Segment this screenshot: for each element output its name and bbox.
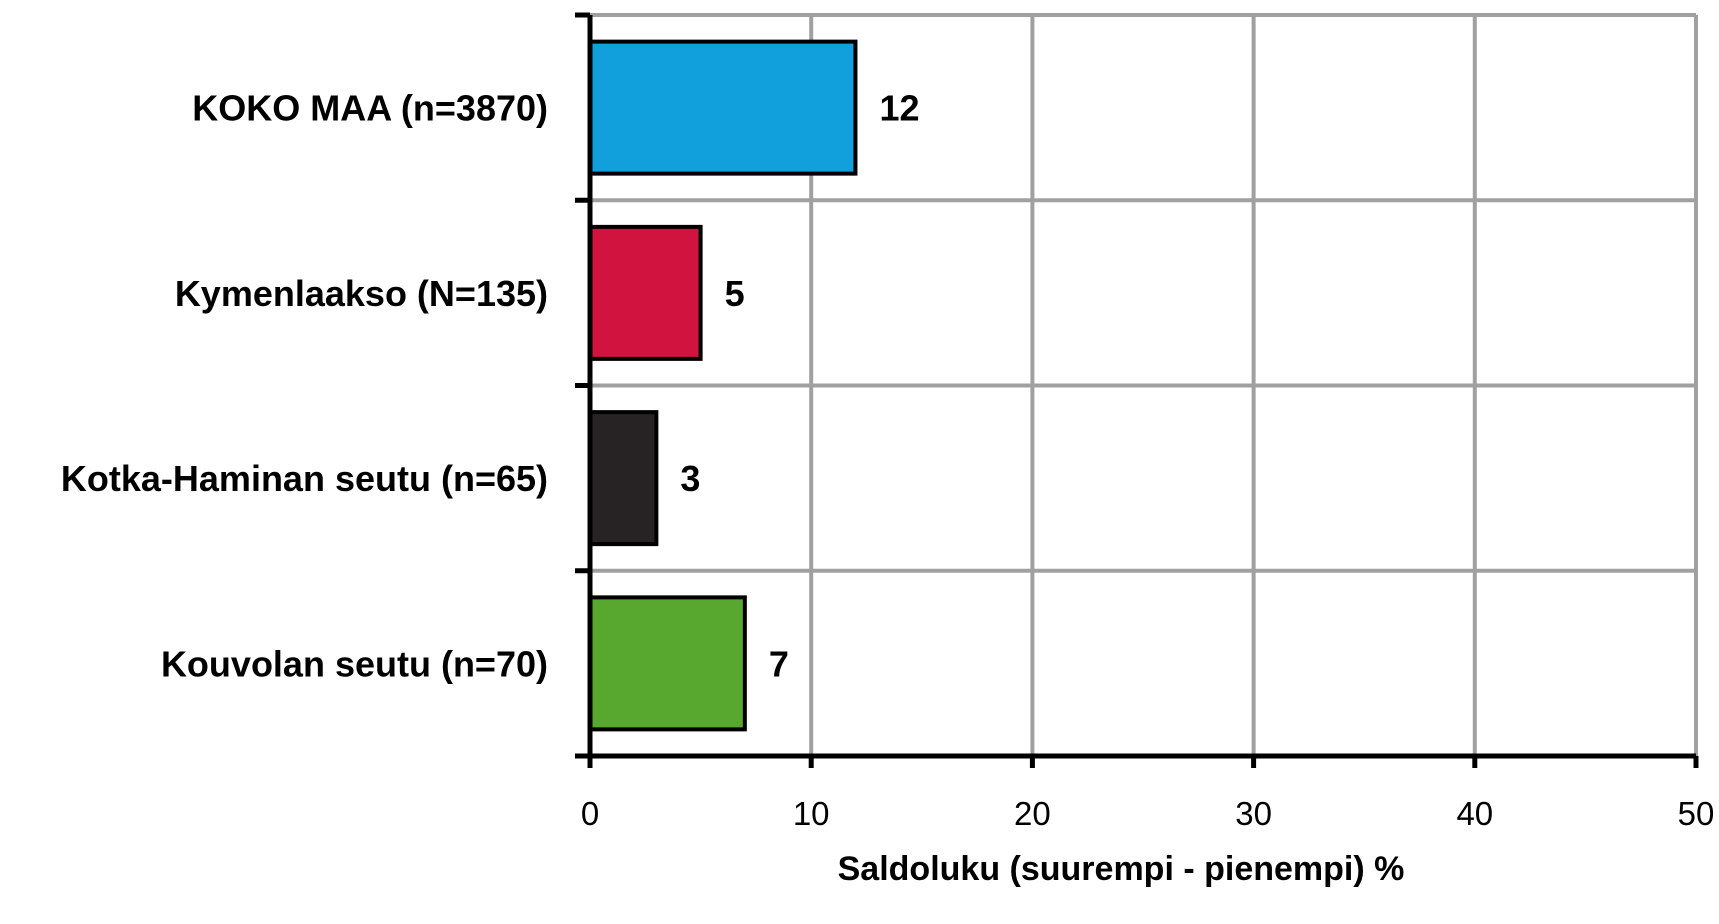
bars-layer — [588, 39, 858, 732]
data-label: 5 — [725, 273, 745, 314]
bar — [588, 410, 659, 547]
grid-layer — [590, 13, 1698, 756]
axis-layer — [575, 12, 1699, 768]
x-tick-label: 30 — [1235, 795, 1272, 832]
labels-layer: 12 KOKO MAA (n=3870) 5 Kymenlaakso (N=135) 3… — [61, 88, 1714, 832]
category-label: Kotka-Haminan seutu (n=65) — [61, 458, 548, 499]
bar — [588, 224, 703, 361]
x-tick-label: 20 — [1014, 795, 1051, 832]
x-tick-label: 0 — [581, 795, 599, 832]
x-tick-label: 40 — [1456, 795, 1493, 832]
x-tick-label: 10 — [793, 795, 830, 832]
data-label: 12 — [879, 88, 919, 129]
data-label: 7 — [769, 643, 789, 684]
bar — [588, 595, 747, 732]
data-label: 3 — [680, 458, 700, 499]
bar — [588, 39, 858, 176]
category-label: Kymenlaakso (N=135) — [175, 273, 548, 314]
x-axis-title: Saldoluku (suurempi - pienempi) % — [838, 850, 1405, 888]
category-label: KOKO MAA (n=3870) — [192, 88, 548, 129]
category-label: Kouvolan seutu (n=70) — [161, 643, 548, 684]
x-tick-label: 50 — [1678, 795, 1715, 832]
